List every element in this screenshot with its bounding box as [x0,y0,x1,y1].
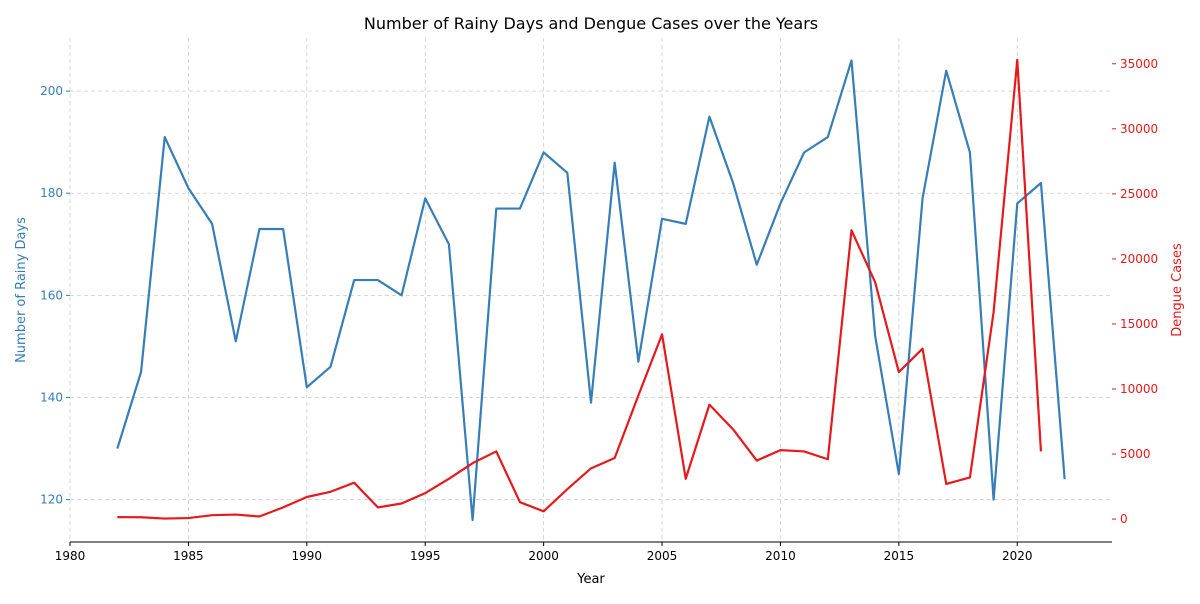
x-tick-label: 1985 [173,549,204,563]
x-axis-label: Year [576,572,605,587]
x-tick-label: 2005 [647,549,678,563]
series-layer [116,58,1066,522]
x-tick-label: 1995 [410,549,441,563]
y-left-tick-label: 160 [40,288,63,302]
y-axis-left-label: Number of Rainy Days [14,217,29,363]
y-right-tick-label: 25000 [1120,187,1158,201]
y-left-tick-label: 140 [40,390,63,404]
y-right-tick-label: 20000 [1120,252,1158,266]
x-tick-label: 2010 [765,549,796,563]
y-right-tick-label: 30000 [1120,122,1158,136]
y-right-tick-label: 5000 [1120,447,1151,461]
x-tick-label: 1990 [292,549,323,563]
axes: 1980 1985 1990 1995 2000 2005 2010 2015 20201201… [40,57,1158,563]
y-left-tick-label: 200 [40,84,63,98]
x-tick-label: 2015 [884,549,915,563]
x-tick-label: 2000 [528,549,559,563]
rainy-days-line [116,59,1066,522]
y-left-tick-label: 120 [40,493,63,507]
y-right-tick-label: 10000 [1120,382,1158,396]
y-right-tick-label: 35000 [1120,57,1158,71]
dengue-cases-line [117,58,1043,520]
y-axis-right-label: Dengue Cases [1170,243,1185,337]
y-right-tick-label: 0 [1120,512,1128,526]
x-tick-label: 2020 [1002,549,1033,563]
y-right-tick-label: 15000 [1120,317,1158,331]
x-tick-label: 1980 [55,549,86,563]
chart-title: Number of Rainy Days and Dengue Cases ov… [364,14,818,33]
y-left-tick-label: 180 [40,186,63,200]
